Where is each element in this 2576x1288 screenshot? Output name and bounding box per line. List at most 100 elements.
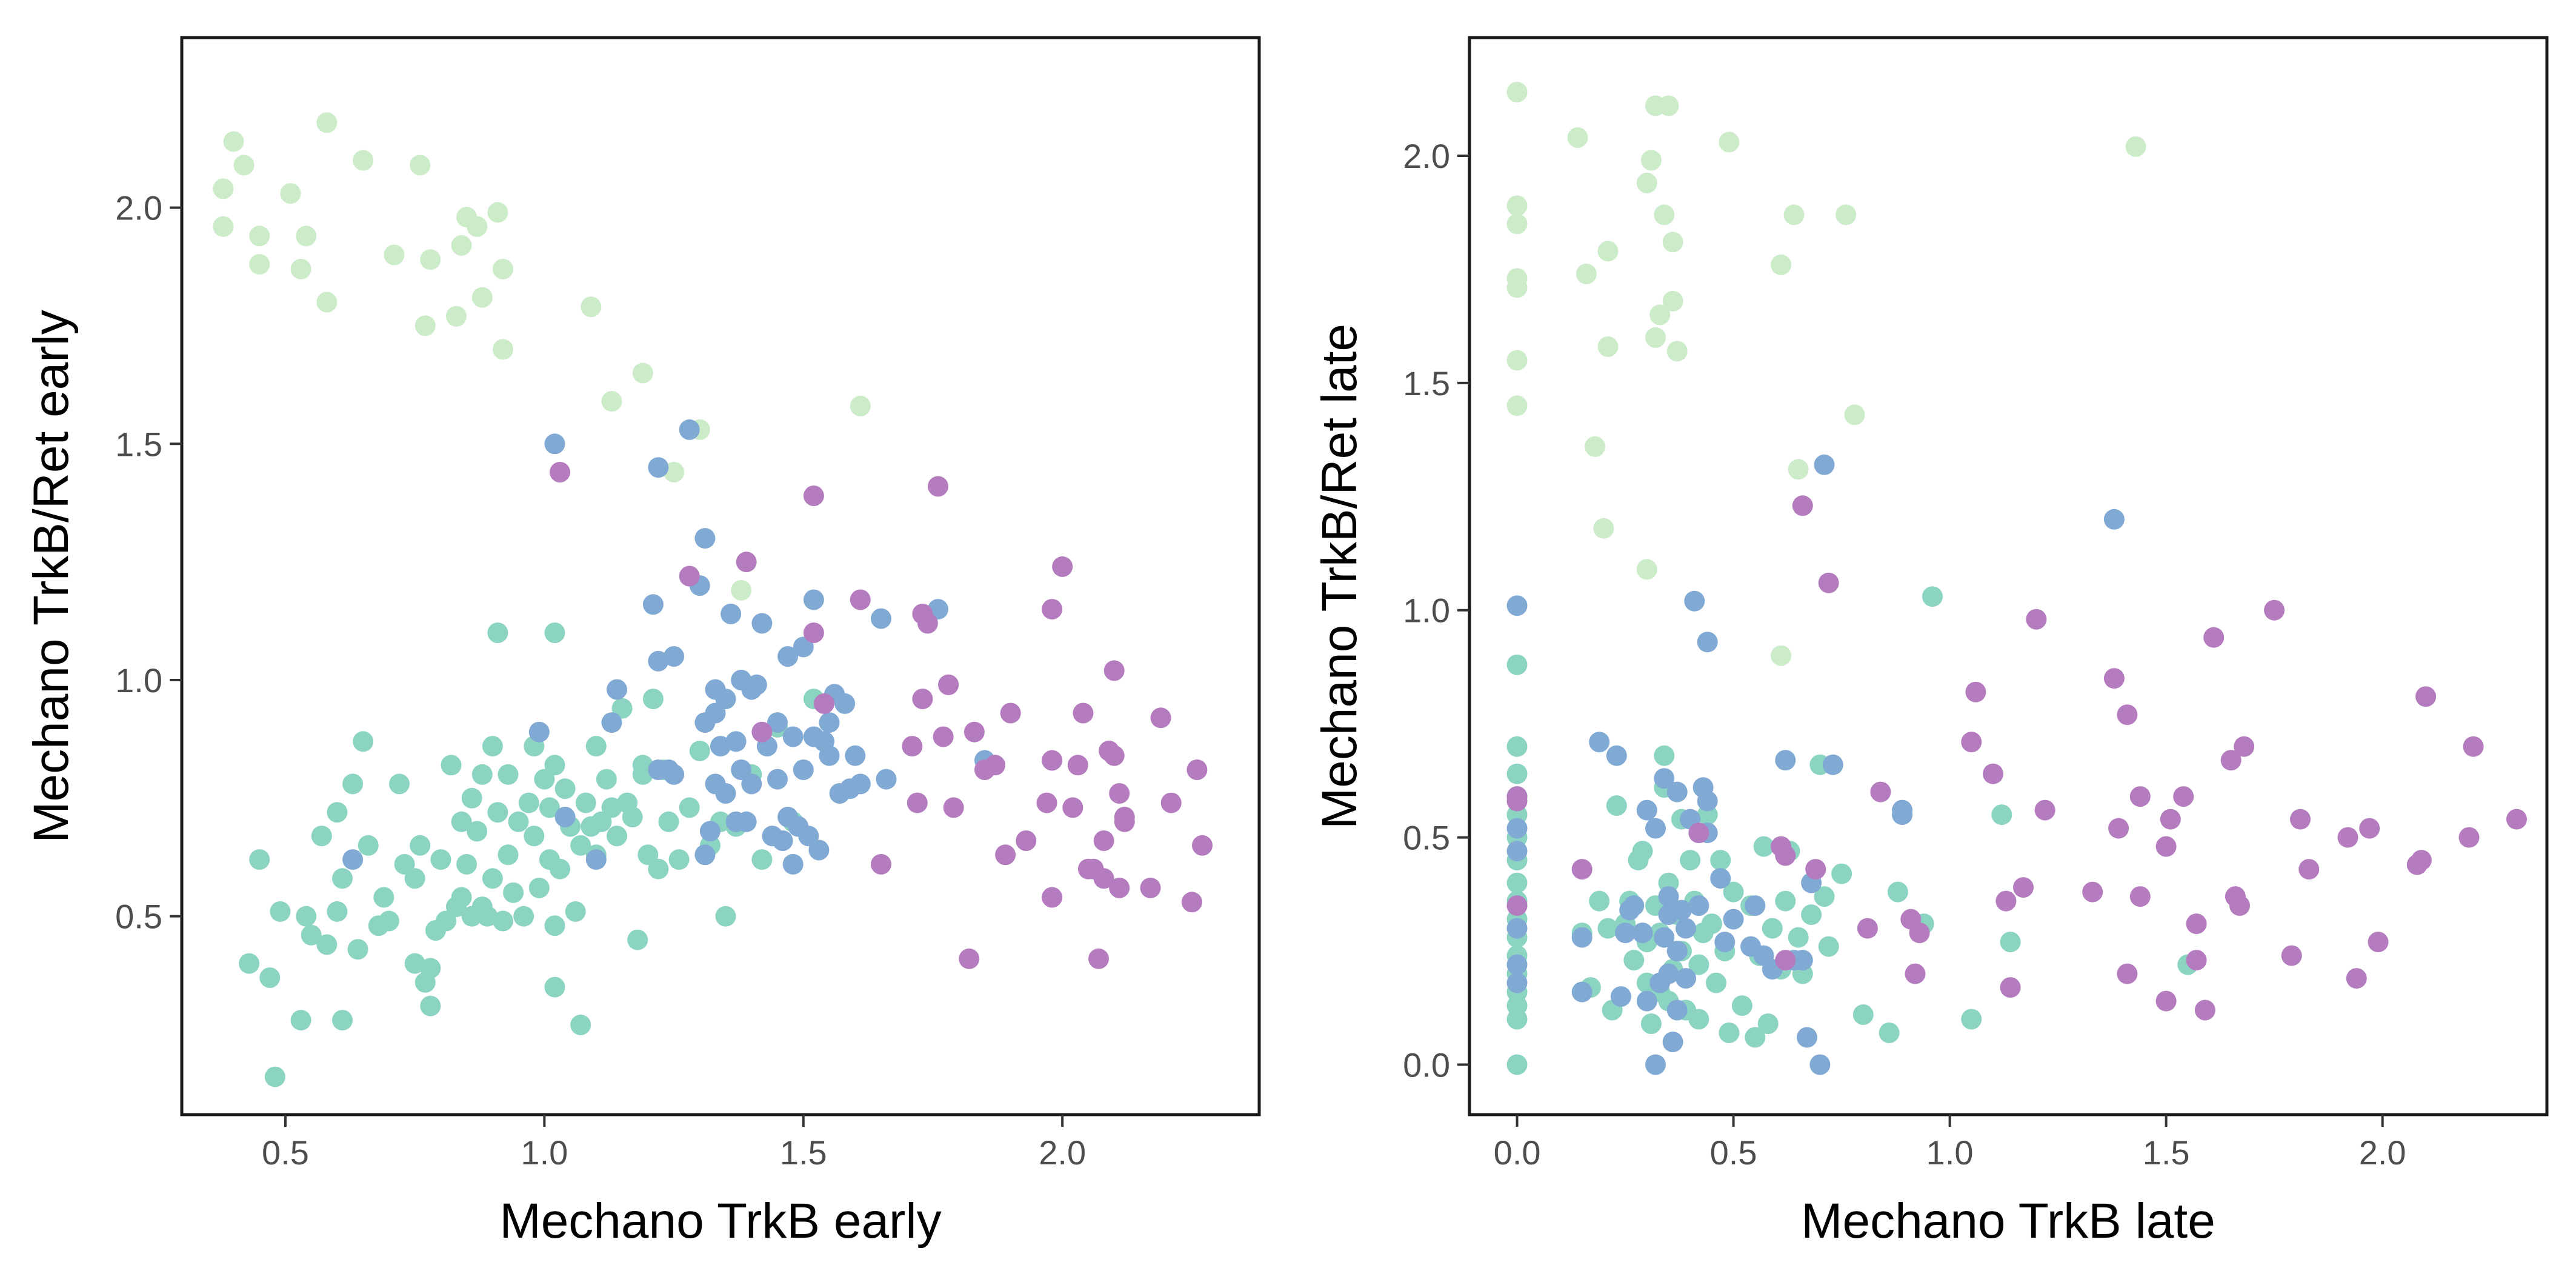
- point-late-purple-52: [2411, 850, 2432, 871]
- point-early-purple-36: [1088, 948, 1109, 969]
- point-early-purple-7: [850, 589, 871, 610]
- point-late-blue-5: [1506, 972, 1528, 993]
- point-early-lightgreen-20: [471, 287, 493, 308]
- point-late-lightgreen-2: [1506, 213, 1528, 235]
- point-early-purple-13: [917, 613, 938, 634]
- point-late-purple-34: [2173, 786, 2194, 807]
- point-late-lightgreen-5: [1506, 350, 1528, 371]
- point-early-purple-46: [1140, 877, 1161, 898]
- point-early-purple-0: [550, 462, 570, 482]
- point-late-lightgreen-18: [1649, 304, 1671, 325]
- point-late-purple-48: [2346, 968, 2367, 989]
- point-early-teal-11: [327, 802, 348, 823]
- point-late-blue-27: [1666, 941, 1688, 962]
- point-late-blue-34: [1688, 895, 1709, 916]
- point-late-teal-78: [1991, 804, 2012, 826]
- point-early-teal-80: [637, 844, 659, 866]
- point-early-lightgreen-29: [731, 579, 752, 601]
- point-early-teal-73: [601, 797, 622, 818]
- point-late-teal-77: [1961, 1009, 1982, 1030]
- point-early-lightgreen-5: [249, 254, 270, 275]
- point-early-blue-57: [850, 773, 871, 795]
- point-early-teal-86: [679, 797, 700, 818]
- point-late-purple-26: [2108, 818, 2129, 839]
- point-late-purple-56: [2506, 809, 2527, 830]
- point-early-purple-3: [751, 721, 773, 742]
- point-early-purple-50: [1186, 759, 1208, 780]
- point-early-teal-54: [524, 826, 545, 847]
- point-early-teal-82: [648, 858, 669, 879]
- point-early-blue-21: [710, 736, 731, 757]
- point-early-lightgreen-26: [632, 362, 653, 384]
- point-early-teal-70: [585, 736, 607, 757]
- point-early-teal-65: [570, 1014, 591, 1035]
- point-early-purple-30: [1052, 556, 1073, 577]
- point-early-teal-62: [554, 778, 576, 799]
- point-early-teal-48: [498, 844, 519, 866]
- y-tick-label-early: 1.0: [115, 661, 162, 699]
- point-early-blue-3: [554, 807, 576, 827]
- point-early-teal-6: [296, 906, 317, 927]
- point-late-teal-49: [1701, 913, 1722, 935]
- point-early-blue-7: [642, 594, 664, 615]
- point-early-purple-45: [1114, 807, 1135, 827]
- point-early-purple-19: [959, 948, 980, 969]
- y-tick-label-early: 2.0: [115, 189, 162, 227]
- point-early-blue-24: [721, 603, 742, 624]
- point-early-teal-99: [544, 976, 565, 998]
- point-early-purple-25: [1016, 830, 1037, 851]
- point-early-teal-81: [642, 689, 664, 710]
- point-late-teal-22: [1606, 795, 1627, 816]
- point-late-purple-6: [1775, 845, 1796, 866]
- x-tick-label-early: 0.5: [262, 1133, 309, 1172]
- point-late-lightgreen-20: [1658, 95, 1679, 116]
- point-early-teal-45: [487, 802, 508, 823]
- point-late-purple-10: [1818, 572, 1839, 593]
- panel-early-x-axis-title: Mechano TrkB early: [499, 1193, 941, 1249]
- point-early-teal-2: [259, 967, 281, 988]
- point-early-lightgreen-22: [493, 258, 513, 279]
- point-late-purple-50: [2368, 932, 2389, 953]
- point-late-blue-2: [1506, 841, 1528, 862]
- point-early-lightgreen-10: [316, 292, 338, 313]
- y-tick-label-late: 0.5: [1403, 819, 1450, 857]
- point-late-purple-14: [1905, 963, 1926, 984]
- point-early-purple-12: [912, 689, 933, 710]
- point-late-teal-7: [1506, 872, 1528, 893]
- point-early-blue-6: [607, 679, 627, 700]
- point-late-blue-55: [1892, 804, 1913, 826]
- point-early-blue-17: [699, 821, 721, 842]
- point-late-teal-30: [1640, 1013, 1662, 1034]
- point-early-teal-78: [627, 929, 648, 950]
- point-early-blue-51: [819, 745, 840, 766]
- panel-early-x-axis: 0.5 1.0 1.5 2.0: [262, 1115, 1086, 1172]
- point-late-purple-54: [2458, 827, 2480, 848]
- point-late-blue-46: [1775, 750, 1796, 771]
- panel-late: 0.0 0.5 1.0 1.5 2.0 0.0 0.5 1.0 1.5 2.0 Mechano …: [1312, 36, 2549, 1249]
- point-early-blue-56: [845, 745, 866, 766]
- point-late-purple-43: [2264, 599, 2285, 621]
- point-late-purple-2: [1506, 895, 1528, 916]
- point-late-teal-76: [1922, 586, 1943, 607]
- point-early-teal-90: [715, 906, 736, 927]
- point-early-purple-49: [1181, 892, 1202, 913]
- point-late-blue-21: [1654, 768, 1675, 789]
- point-late-lightgreen-11: [1597, 241, 1619, 262]
- point-early-teal-22: [394, 853, 415, 875]
- point-early-teal-84: [658, 811, 679, 832]
- y-tick-label-late: 0.0: [1403, 1046, 1450, 1084]
- point-late-teal-65: [1788, 927, 1809, 948]
- point-late-blue-56: [2103, 509, 2125, 530]
- point-late-teal-57: [1745, 1027, 1766, 1048]
- y-tick-label-early: 0.5: [115, 898, 162, 936]
- x-tick-label-early: 1.5: [780, 1133, 827, 1172]
- point-late-teal-53: [1719, 1023, 1740, 1043]
- panel-early-y-axis-title: Mechano TrkB/Ret early: [24, 310, 79, 843]
- point-early-teal-55: [528, 877, 550, 898]
- point-late-blue-52: [1814, 454, 1835, 475]
- point-early-purple-51: [1192, 835, 1213, 856]
- point-late-purple-30: [2129, 786, 2151, 807]
- point-early-teal-10: [327, 901, 348, 922]
- point-early-blue-62: [648, 759, 669, 780]
- point-early-teal-7: [301, 924, 322, 946]
